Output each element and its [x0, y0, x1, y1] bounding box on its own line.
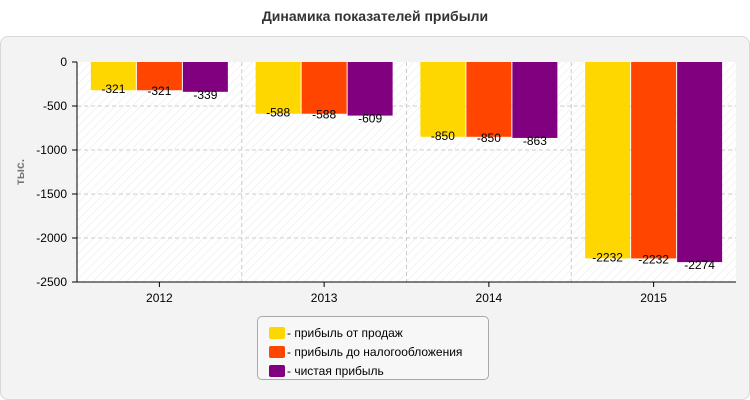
- bar: [90, 62, 136, 91]
- legend-swatch: [269, 326, 285, 339]
- data-label: -609: [358, 112, 382, 126]
- legend: - прибыль от продаж - прибыль до налогооб…: [257, 316, 489, 380]
- data-label: -850: [477, 131, 501, 145]
- data-label: -2232: [638, 252, 669, 266]
- bar: [136, 62, 182, 91]
- data-label: -2274: [684, 258, 715, 272]
- data-label: -321: [101, 82, 125, 96]
- bar: [466, 62, 512, 137]
- data-label: -863: [523, 134, 547, 148]
- data-label: -321: [147, 84, 171, 98]
- y-tick-label: -2000: [36, 231, 67, 245]
- legend-swatch: [269, 364, 285, 377]
- y-axis-title: тыс.: [13, 159, 27, 185]
- legend-label: - чистая прибыль: [287, 363, 384, 378]
- bar: [255, 62, 301, 114]
- legend-label: - прибыль от продаж: [287, 325, 403, 340]
- bar: [182, 62, 228, 92]
- bar: [512, 62, 558, 138]
- legend-item: - прибыль до налогообложения: [269, 342, 488, 361]
- data-label: -2232: [592, 250, 623, 264]
- bar: [585, 62, 631, 259]
- chart-title: Динамика показателей прибыли: [261, 8, 489, 24]
- legend-swatch: [269, 345, 285, 358]
- x-tick-label: 2014: [476, 291, 503, 305]
- bar: [631, 62, 677, 259]
- y-tick-label: 0: [60, 55, 67, 69]
- y-tick-label: -2500: [36, 275, 67, 289]
- legend-item: - прибыль от продаж: [269, 323, 488, 342]
- bar: [677, 62, 723, 263]
- legend-label: - прибыль до налогообложения: [287, 344, 463, 359]
- data-label: -588: [266, 106, 290, 120]
- x-tick-label: 2015: [640, 291, 667, 305]
- bar: [420, 62, 466, 137]
- data-label: -588: [312, 108, 336, 122]
- data-label: -339: [193, 88, 217, 102]
- x-tick-label: 2013: [311, 291, 338, 305]
- bar: [347, 62, 393, 116]
- data-label: -850: [431, 129, 455, 143]
- y-tick-label: -500: [43, 99, 67, 113]
- y-tick-label: -1500: [36, 187, 67, 201]
- y-tick-label: -1000: [36, 143, 67, 157]
- legend-item: - чистая прибыль: [269, 361, 488, 380]
- bar: [301, 62, 347, 114]
- x-tick-label: 2012: [146, 291, 173, 305]
